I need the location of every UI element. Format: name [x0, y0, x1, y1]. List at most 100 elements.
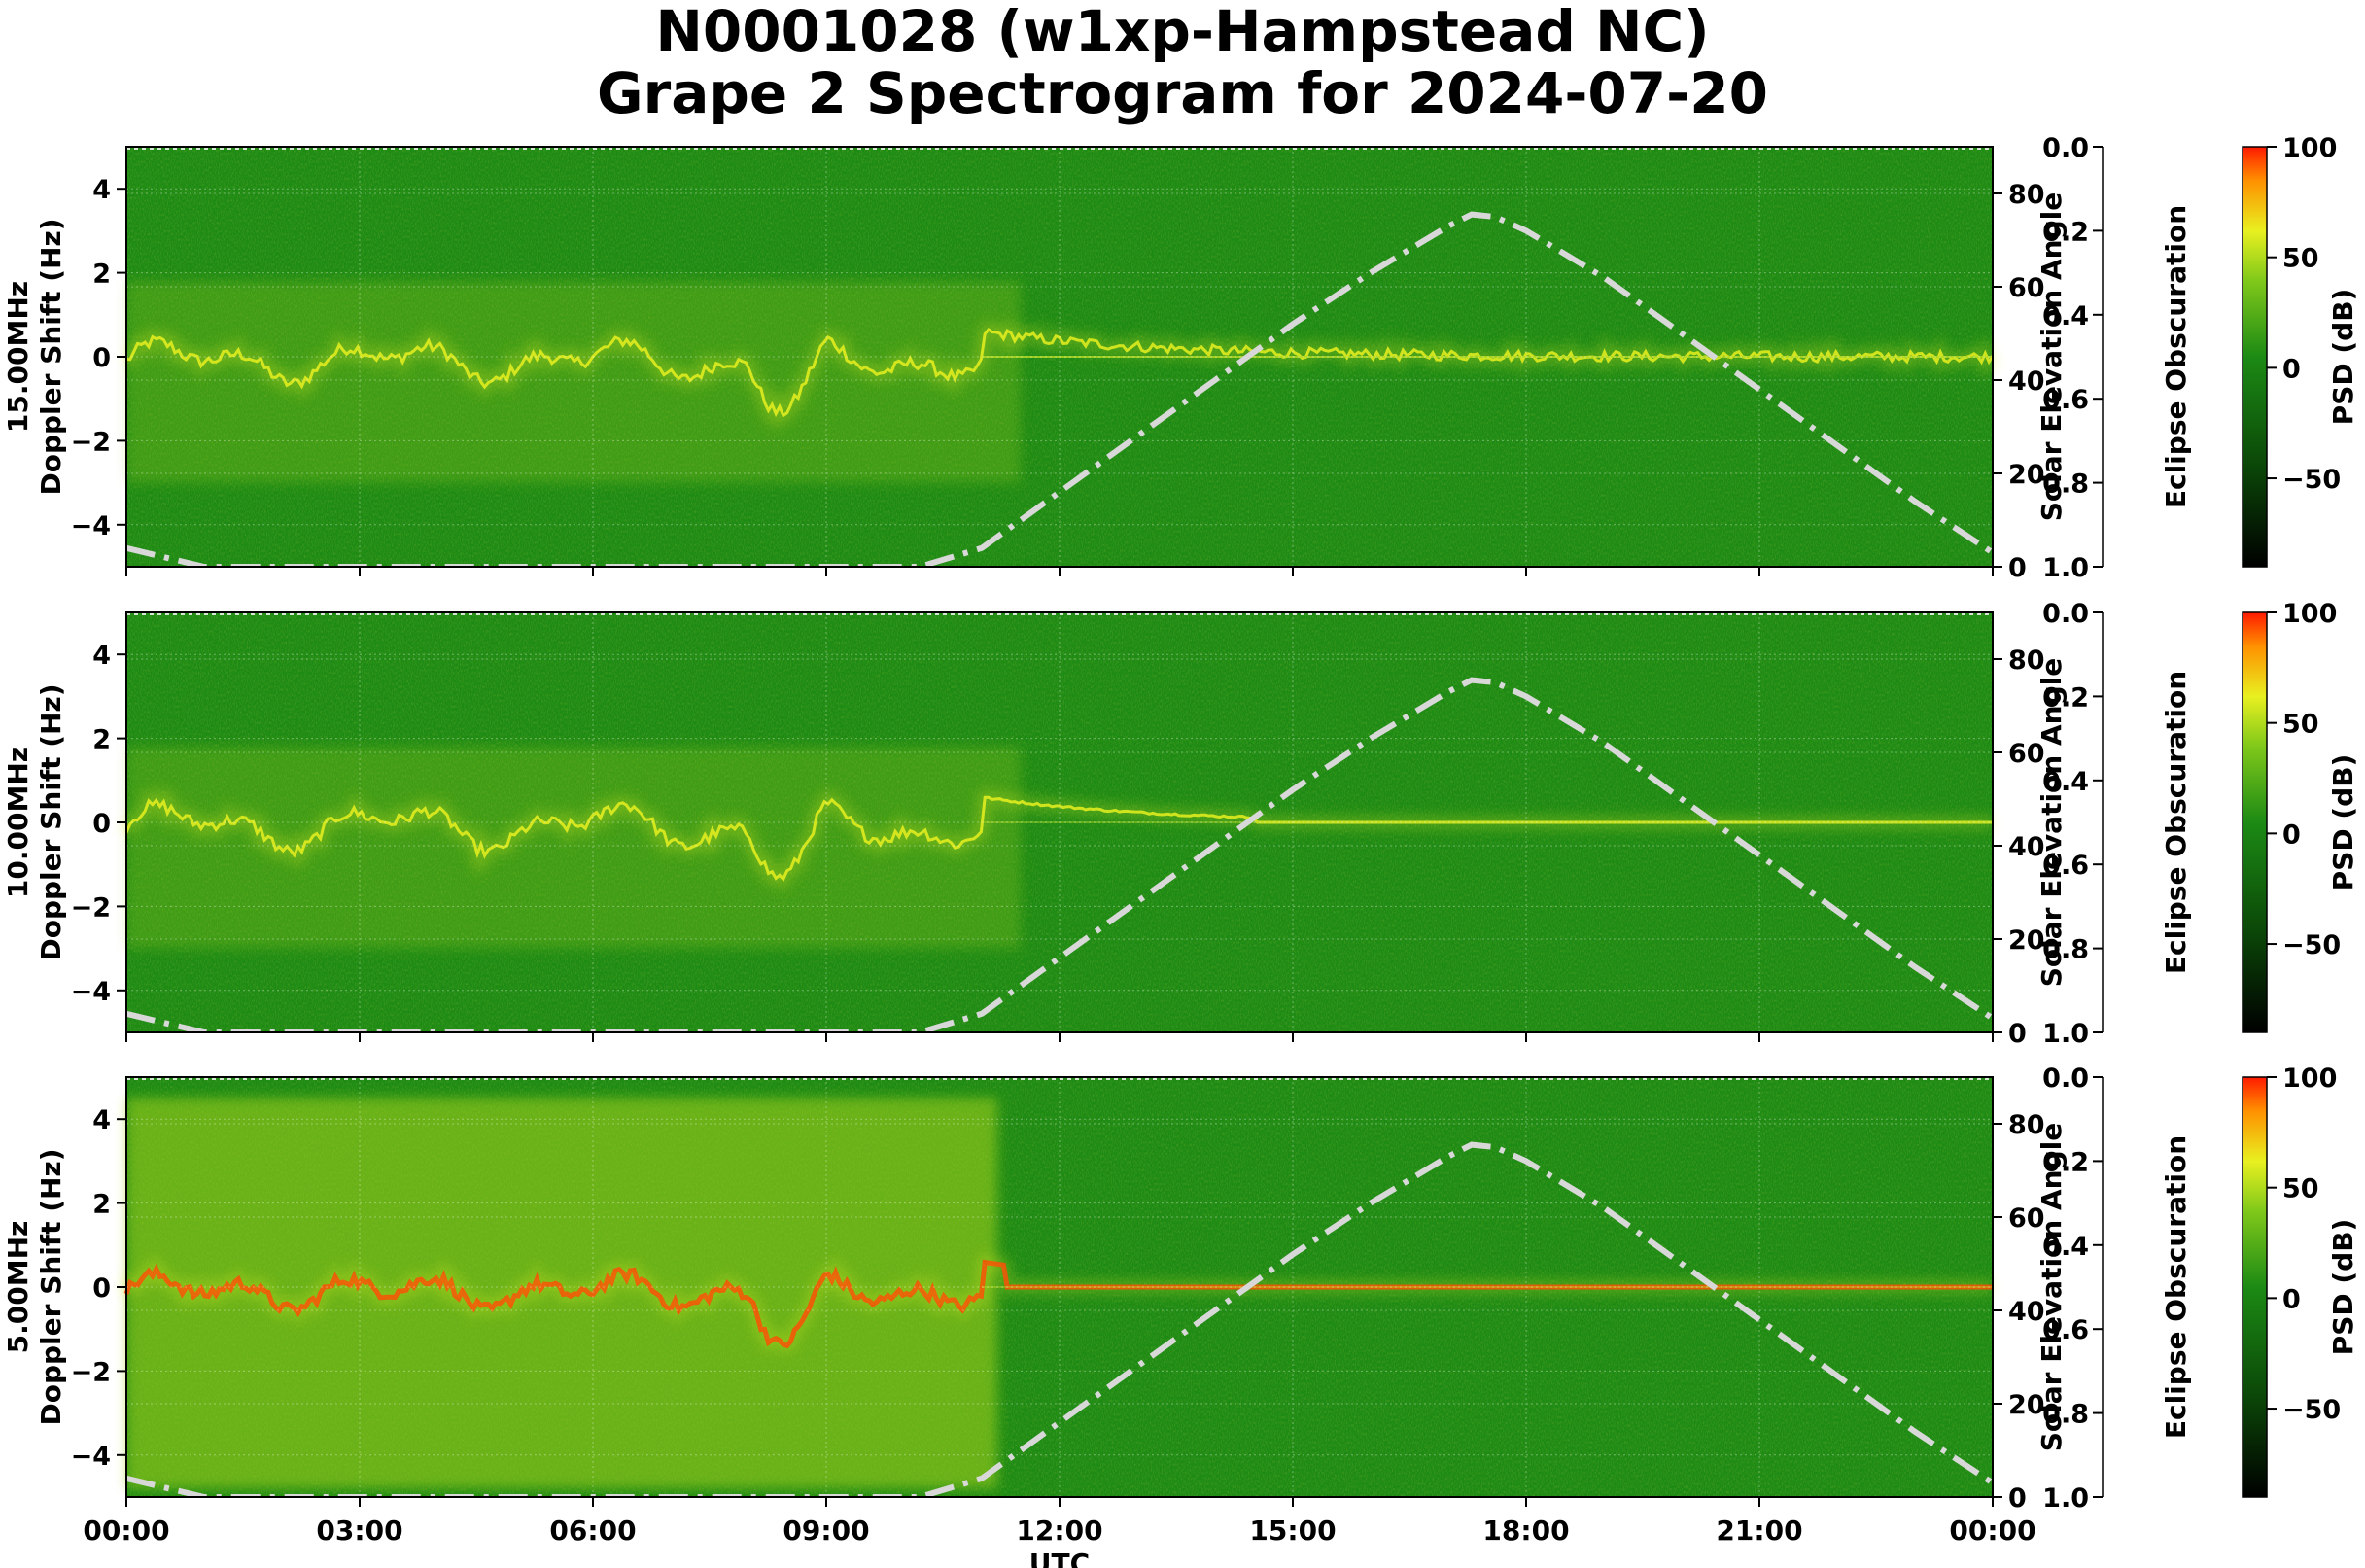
figure-title: N0001028 (w1xp-Hampstead NC) Grape 2 Spe… — [0, 0, 2365, 124]
x-tick-label: 06:00 — [549, 1515, 636, 1547]
eclipse-axis-label: Eclipse Obscuration — [2160, 671, 2192, 974]
x-tick-label: 15:00 — [1249, 1515, 1336, 1547]
x-tick-label: 21:00 — [1716, 1515, 1802, 1547]
panel-1: 420−2−415.00MHz Doppler Shift (Hz)8060402… — [2, 133, 2359, 583]
eclipse-axis-label: Eclipse Obscuration — [2160, 1135, 2192, 1439]
y-tick-label: −4 — [71, 1442, 111, 1472]
eclipse-tick-label: 1.0 — [2042, 1483, 2089, 1514]
solar-tick-label: 40 — [2008, 366, 2045, 397]
doppler-trace-glow — [120, 786, 1993, 891]
colorbar-tick-label: 100 — [2282, 599, 2337, 629]
y-tick-label: 0 — [92, 1273, 111, 1304]
eclipse-tick-label: 0.8 — [2042, 470, 2089, 500]
eclipse-tick-label: 0.6 — [2042, 385, 2089, 415]
solar-tick-label: 0 — [2008, 553, 2027, 583]
panel-2: 420−2−410.00MHz Doppler Shift (Hz)8060402… — [2, 599, 2359, 1049]
y-tick-label: −2 — [71, 892, 111, 923]
ionospheric-haze — [126, 281, 1021, 483]
solar-axis-label: Solar Elevation Angle — [2035, 192, 2068, 521]
colorbar-label: PSD (dB) — [2327, 754, 2359, 891]
colorbar — [2242, 1076, 2268, 1498]
solar-tick-label: 0 — [2008, 1483, 2027, 1514]
grid — [126, 1077, 1993, 1497]
eclipse-tick-label: 0.2 — [2042, 217, 2089, 247]
solar-tick-label: 20 — [2008, 925, 2045, 956]
panel-frequency-label: 5.00MHz — [2, 1221, 34, 1354]
solar-tick-label: 20 — [2008, 1390, 2045, 1420]
y-tick-label: 0 — [92, 809, 111, 839]
colorbar-tick-label: 0 — [2282, 354, 2301, 384]
y-tick-label: −2 — [71, 1357, 111, 1387]
colorbar-tick-label: 100 — [2282, 1063, 2337, 1094]
solar-axis-label: Solar Elevation Angle — [2035, 658, 2068, 987]
y-axis-label: Doppler Shift (Hz) — [35, 218, 67, 495]
x-axis-label: UTC — [1029, 1548, 1090, 1568]
grid — [126, 612, 1993, 1032]
solar-tick-label: 20 — [2008, 460, 2045, 490]
solar-elevation-curve — [126, 211, 1993, 567]
solar-tick-label: 40 — [2008, 1297, 2045, 1327]
colorbar-tick-label: 0 — [2282, 1284, 2301, 1314]
panel-frequency-label: 10.00MHz — [2, 747, 34, 898]
eclipse-tick-label: 0.4 — [2042, 301, 2089, 331]
y-tick-label: 2 — [92, 260, 111, 290]
solar-tick-label: 60 — [2008, 1203, 2045, 1234]
eclipse-tick-label: 1.0 — [2042, 553, 2089, 583]
x-tick-label: 03:00 — [316, 1515, 402, 1547]
y-tick-label: −4 — [71, 511, 111, 541]
y-tick-label: 2 — [92, 725, 111, 755]
colorbar-tick-label: 50 — [2282, 244, 2319, 274]
title-line-2: Grape 2 Spectrogram for 2024-07-20 — [597, 60, 1768, 126]
y-tick-label: 4 — [92, 175, 111, 205]
colorbar-tick-label: 50 — [2282, 710, 2319, 740]
solar-tick-label: 80 — [2008, 645, 2045, 676]
y-tick-label: −4 — [71, 977, 111, 1007]
y-tick-label: 2 — [92, 1190, 111, 1220]
x-tick-label: 00:00 — [1949, 1515, 2035, 1547]
panel-3: 420−2−45.00MHz Doppler Shift (Hz)80604020… — [2, 1063, 2359, 1514]
x-tick-label: 09:00 — [783, 1515, 869, 1547]
eclipse-tick-label: 1.0 — [2042, 1019, 2089, 1049]
eclipse-tick-label: 0.6 — [2042, 1315, 2089, 1345]
solar-tick-label: 40 — [2008, 832, 2045, 862]
colorbar — [2242, 146, 2268, 568]
eclipse-tick-label: 0.2 — [2042, 682, 2089, 713]
solar-tick-label: 60 — [2008, 273, 2045, 303]
colorbar-label: PSD (dB) — [2327, 1219, 2359, 1356]
solar-elevation-curve — [126, 677, 1993, 1032]
eclipse-tick-label: 0.0 — [2042, 599, 2089, 629]
y-axis-label: Doppler Shift (Hz) — [35, 1148, 67, 1425]
title-line-1: N0001028 (w1xp-Hampstead NC) — [655, 0, 1710, 64]
eclipse-tick-label: 0.6 — [2042, 851, 2089, 881]
eclipse-tick-label: 0.0 — [2042, 1063, 2089, 1094]
solar-tick-label: 0 — [2008, 1019, 2027, 1049]
eclipse-tick-label: 0.8 — [2042, 1400, 2089, 1430]
grid — [126, 147, 1993, 567]
colorbar-tick-label: −50 — [2282, 1395, 2341, 1425]
y-tick-label: 4 — [92, 1105, 111, 1135]
colorbar-tick-label: 0 — [2282, 819, 2301, 850]
eclipse-tick-label: 0.4 — [2042, 1232, 2089, 1262]
doppler-trace-glow — [123, 320, 1999, 431]
solar-tick-label: 60 — [2008, 739, 2045, 769]
solar-elevation-curve — [126, 1141, 1993, 1497]
colorbar-tick-label: 100 — [2282, 133, 2337, 163]
colorbar-tick-label: 50 — [2282, 1174, 2319, 1204]
x-tick-label: 12:00 — [1016, 1515, 1102, 1547]
eclipse-tick-label: 0.2 — [2042, 1147, 2089, 1177]
colorbar — [2242, 611, 2268, 1033]
solar-tick-label: 80 — [2008, 1110, 2045, 1140]
colorbar-tick-label: −50 — [2282, 930, 2341, 960]
x-tick-label: 18:00 — [1482, 1515, 1569, 1547]
doppler-trace-glow — [120, 1254, 1993, 1354]
y-tick-label: 0 — [92, 343, 111, 373]
panel-frequency-label: 15.00MHz — [2, 281, 34, 433]
colorbar-tick-label: −50 — [2282, 465, 2341, 495]
eclipse-tick-label: 0.4 — [2042, 767, 2089, 797]
solar-axis-label: Solar Elevation Angle — [2035, 1123, 2068, 1451]
y-tick-label: 4 — [92, 641, 111, 671]
x-tick-label: 00:00 — [83, 1515, 169, 1547]
solar-tick-label: 80 — [2008, 180, 2045, 210]
